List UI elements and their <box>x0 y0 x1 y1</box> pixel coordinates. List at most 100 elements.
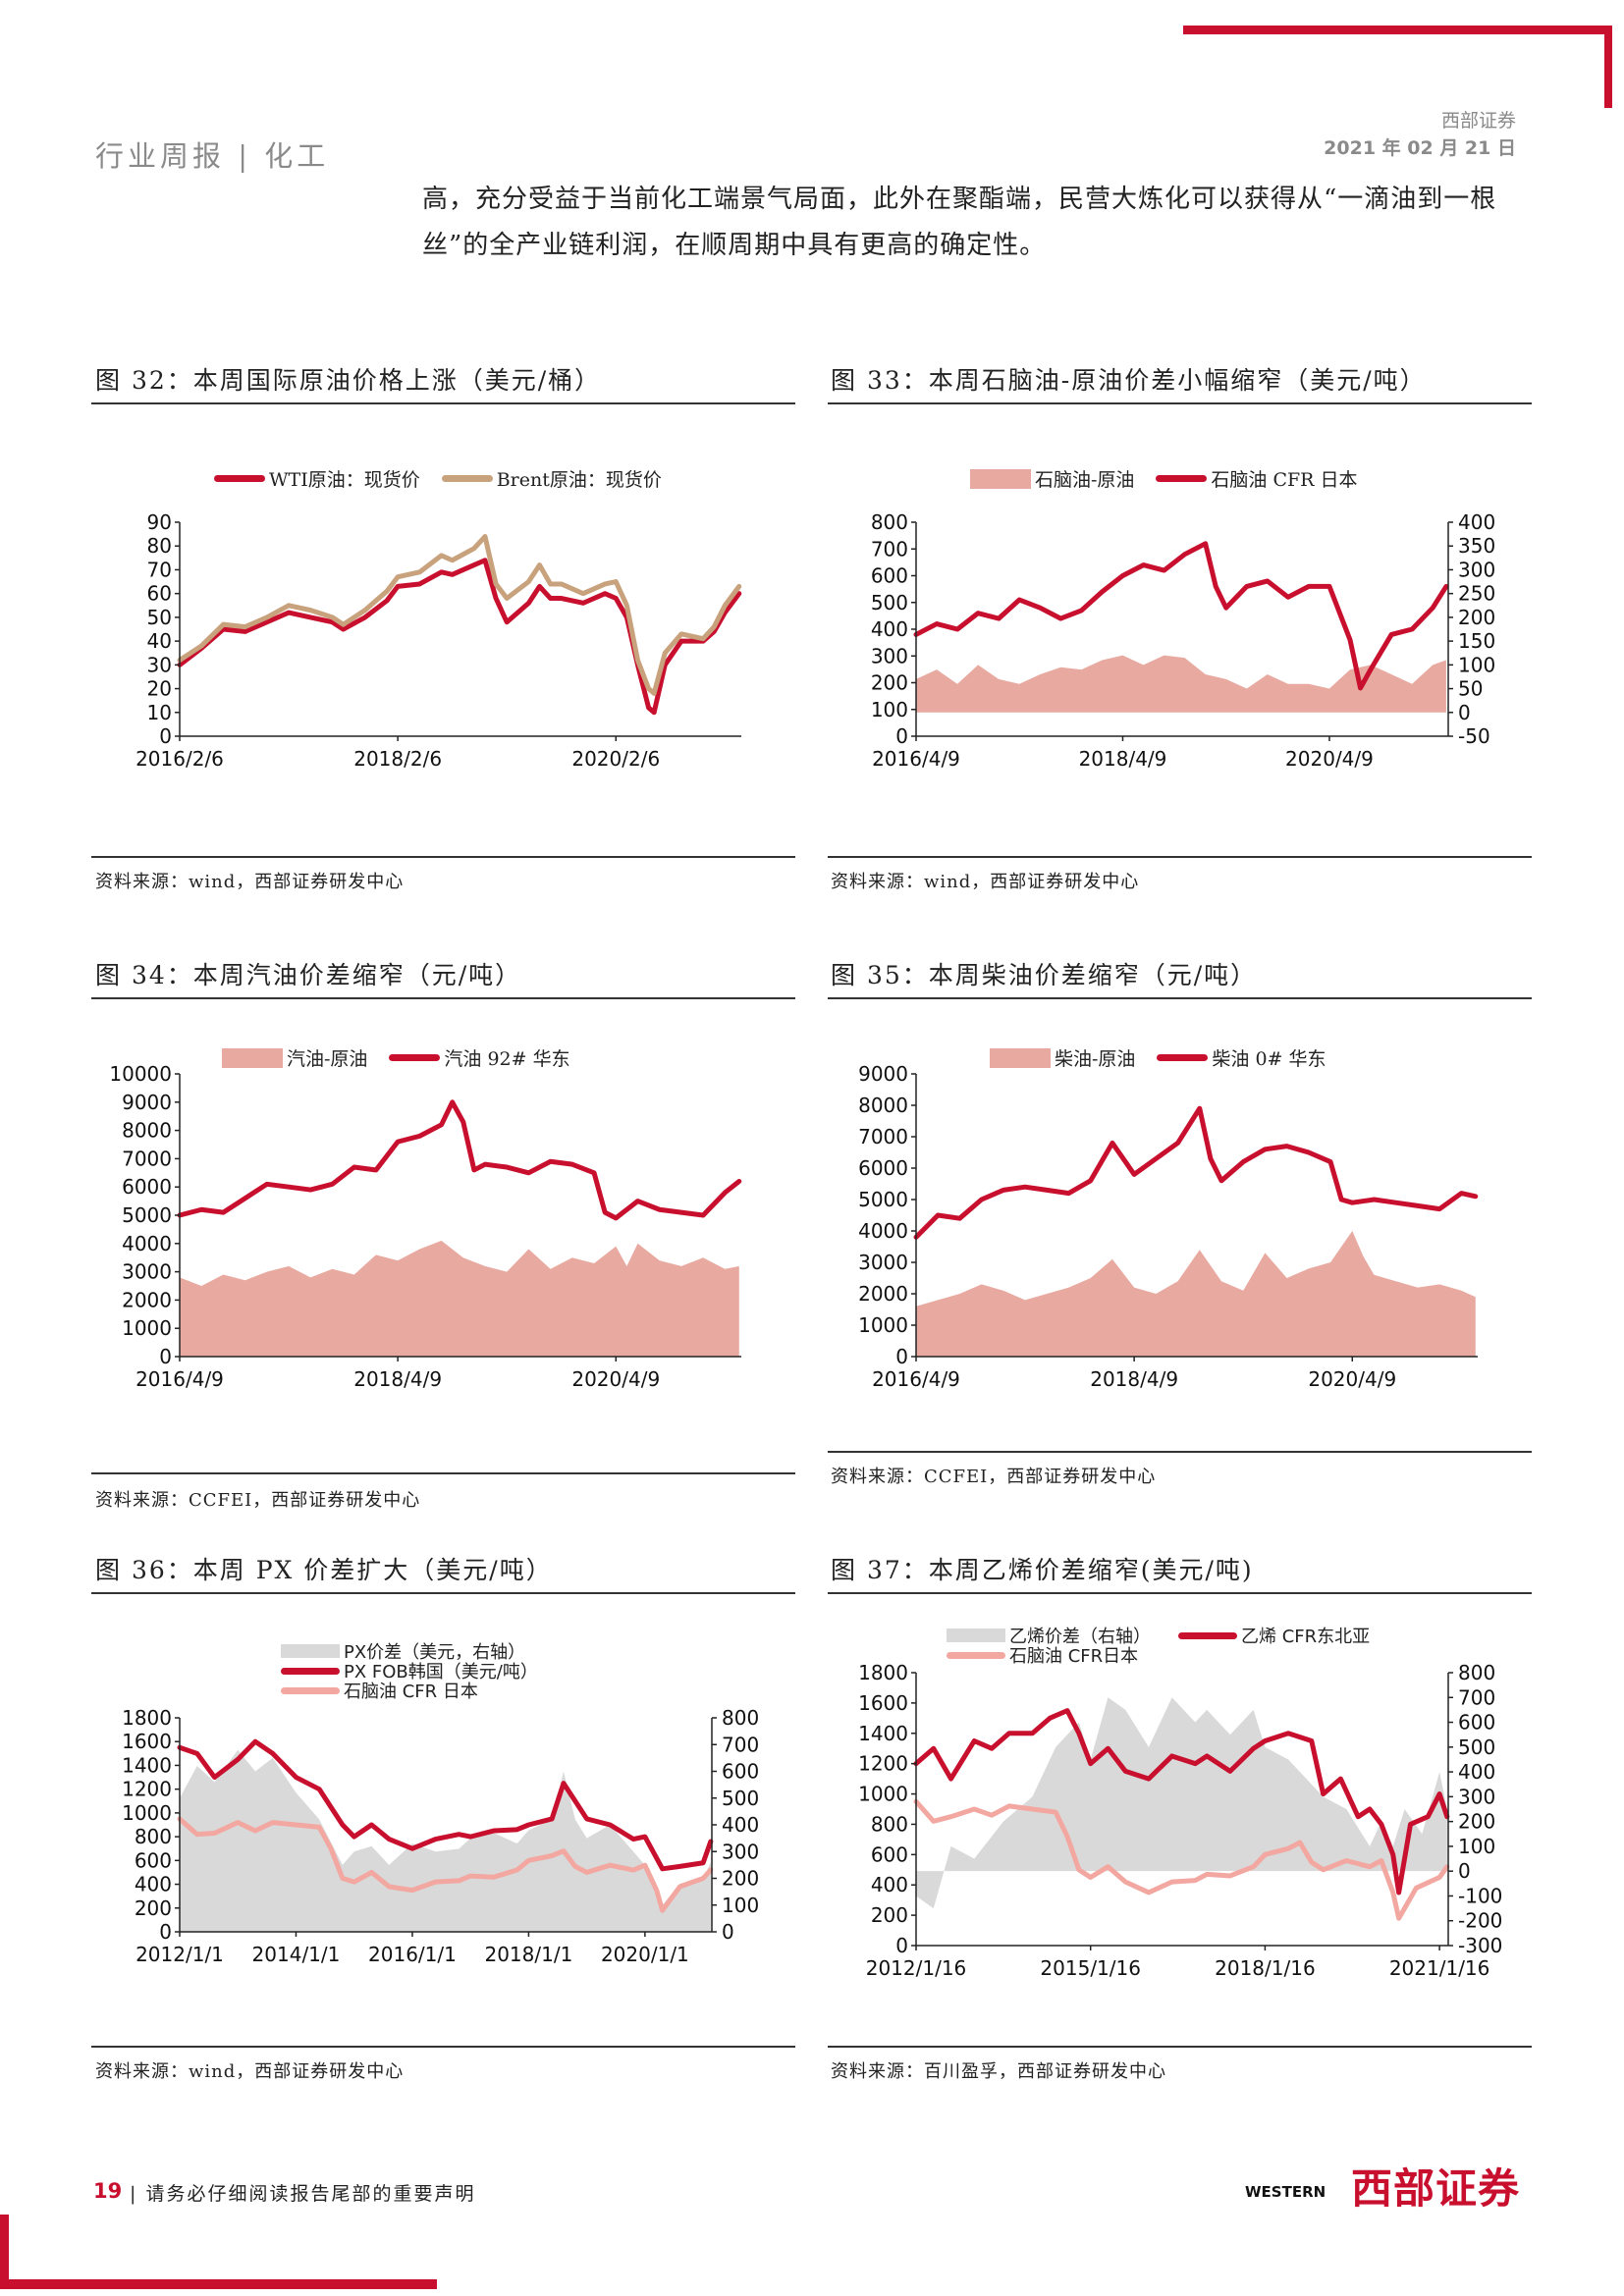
figure-35-source: 资料来源：CCFEI，西部证券研发中心 <box>831 1467 1157 1487</box>
f36-line-series-0 <box>177 1738 714 1872</box>
legend-px-fob: PX FOB韩国（美元/吨） <box>344 1662 538 1682</box>
legend-swatch-px-spread <box>281 1644 340 1658</box>
f37-y-tick-label: 0 <box>895 1934 908 1957</box>
f34-y-tick-label: 5000 <box>122 1203 172 1227</box>
f33-y-tick-label: 300 <box>871 644 908 667</box>
legend-swatch-naphtha-spread <box>970 468 1031 489</box>
f36-y-tick-label: 800 <box>135 1825 172 1848</box>
figure-37-chart: 020040060080010001200140016001800-300-20… <box>858 1661 1502 1980</box>
f37-y-tick-label: 1400 <box>858 1722 908 1745</box>
body-paragraph: 高，充分受益于当前化工端景气局面，此外在聚酯端，民营大炼化可以获得从“一滴油到一… <box>422 185 1497 260</box>
legend-diesel-0: 柴油 0# 华东 <box>1212 1048 1326 1070</box>
f34-x-tick-label: 2020/4/9 <box>571 1367 660 1391</box>
f35-line-series-0 <box>913 1105 1479 1240</box>
f37-y2-tick-label: 700 <box>1458 1685 1495 1709</box>
figure-32-source: 资料来源：wind，西部证券研发中心 <box>95 872 405 892</box>
f33-y2-tick-label: 0 <box>1458 701 1471 724</box>
f37-x-tick-label: 2015/1/16 <box>1040 1956 1141 1980</box>
f34-y-tick-label: 6000 <box>122 1175 172 1199</box>
figure-37-title: 图 37：本周乙烯价差缩窄(美元/吨) <box>831 1556 1254 1584</box>
f33-y-tick-label: 400 <box>871 617 908 641</box>
figure-34-chart: 0 1000 2000 3000 4000 5000 6000 7000 8000 9000 100… <box>109 1062 742 1391</box>
f33-y2-tick-label: 350 <box>1458 534 1495 558</box>
f33-y2-tick-label: 300 <box>1458 558 1495 581</box>
legend-swatch-diesel-0 <box>1157 1054 1209 1061</box>
f33-x-tick-label: 2018/4/9 <box>1079 747 1167 771</box>
f36-area-series-0 <box>180 1749 711 1932</box>
f34-y-tick-label: 7000 <box>122 1147 172 1170</box>
f33-y2-tick-label: 100 <box>1458 653 1495 676</box>
f36-x-tick-label: 2020/1/1 <box>601 1943 689 1966</box>
figure-36-source: 资料来源：wind，西部证券研发中心 <box>95 2061 405 2082</box>
report-category: 行业周报 | 化工 <box>95 139 330 173</box>
f37-y-tick-label: 1800 <box>858 1661 908 1684</box>
f37-y-tick-label: 1000 <box>858 1783 908 1806</box>
legend-brent: Brent原油：现货价 <box>496 469 662 491</box>
f37-y2-tick-label: 600 <box>1458 1711 1495 1735</box>
f35-x-tick-label: 2020/4/9 <box>1308 1367 1396 1391</box>
f36-y-tick-label: 1600 <box>122 1730 172 1753</box>
f37-y2-tick-label: 500 <box>1458 1735 1495 1759</box>
figure-33-chart: 0100200300400500600700800-50050100150200… <box>871 510 1495 771</box>
bottom-accent-bar <box>0 2279 437 2289</box>
figure-33-legend: 石脑油-原油 石脑油 CFR 日本 <box>970 465 1380 492</box>
legend-swatch-naphtha-cfr <box>1156 475 1208 482</box>
legend-gasoline-92: 汽油 92# 华东 <box>444 1048 570 1070</box>
f35-y-tick-label: 8000 <box>858 1094 908 1117</box>
f37-line-series-0 <box>913 1708 1450 1896</box>
f34-y-tick-label: 3000 <box>122 1260 172 1284</box>
legend-swatch-diesel-spread <box>990 1047 1051 1068</box>
f34-y-tick-label: 2000 <box>122 1288 172 1311</box>
f32-y-tick-label: 60 <box>147 582 172 606</box>
figure-33-top-rule <box>828 402 1532 404</box>
f37-y2-tick-label: 200 <box>1458 1810 1495 1834</box>
f34-y-tick-label: 4000 <box>122 1232 172 1255</box>
f36-y2-tick-label: 800 <box>722 1706 759 1730</box>
f36-y2-tick-label: 700 <box>722 1733 759 1756</box>
f33-y-tick-label: 500 <box>871 591 908 614</box>
f36-y2-tick-label: 300 <box>722 1840 759 1863</box>
f34-x-tick-label: 2018/4/9 <box>353 1367 442 1391</box>
figure-34-title: 图 34：本周汽油价差缩窄（元/吨） <box>95 961 522 989</box>
f36-y-tick-label: 1800 <box>122 1706 172 1730</box>
legend-swatch-ethylene-cfr <box>1178 1631 1237 1639</box>
f37-y2-tick-label: 400 <box>1458 1760 1495 1784</box>
f32-line-series-0 <box>177 558 742 716</box>
figure-34-bottom-rule <box>91 1472 795 1474</box>
f33-area-series-0 <box>916 655 1446 713</box>
f35-x-tick-label: 2016/4/9 <box>872 1367 960 1391</box>
figure-32-bottom-rule <box>91 856 795 858</box>
legend-swatch-gasoline-92 <box>389 1054 441 1061</box>
f35-y-tick-label: 6000 <box>858 1156 908 1180</box>
f36-y2-tick-label: 100 <box>722 1894 759 1917</box>
f33-y2-tick-label: 200 <box>1458 606 1495 629</box>
bottom-accent-bar-vertical <box>0 2215 9 2289</box>
f37-y-tick-label: 200 <box>871 1903 908 1927</box>
f34-x-tick-label: 2016/4/9 <box>135 1367 224 1391</box>
figure-35-legend: 柴油-原油 柴油 0# 华东 <box>990 1044 1348 1071</box>
f32-y-tick-label: 30 <box>147 653 172 676</box>
f32-y-tick-label: 20 <box>147 677 172 701</box>
f37-x-tick-label: 2018/1/16 <box>1215 1956 1316 1980</box>
top-accent-bar-vertical <box>1604 26 1612 108</box>
f35-y-tick-label: 3000 <box>858 1251 908 1274</box>
f33-line-series-0 <box>913 541 1449 691</box>
f33-y2-tick-label: 400 <box>1458 510 1495 534</box>
footer-disclaimer-text: 请务必仔细阅读报告尾部的重要声明 <box>145 2183 476 2205</box>
f32-y-tick-label: 80 <box>147 534 172 558</box>
figure-33-title: 图 33：本周石脑油-原油价差小幅缩窄（美元/吨） <box>831 366 1427 395</box>
f37-y2-tick-label: 800 <box>1458 1661 1495 1684</box>
f37-x-tick-label: 2012/1/16 <box>866 1956 967 1980</box>
f32-y-tick-label: 70 <box>147 558 172 581</box>
figure-36-bottom-rule <box>91 2046 795 2048</box>
f36-y2-tick-label: 500 <box>722 1787 759 1810</box>
f32-x-tick-label: 2018/2/6 <box>353 747 442 771</box>
legend-naphtha-cfr-37: 石脑油 CFR日本 <box>1009 1646 1139 1667</box>
logo-chinese: 西部证券 <box>1351 2164 1521 2213</box>
f37-x-tick-label: 2021/1/16 <box>1389 1956 1490 1980</box>
f36-y-tick-label: 1400 <box>122 1753 172 1777</box>
legend-gasoline-spread: 汽油-原油 <box>287 1048 368 1070</box>
f36-y-tick-label: 200 <box>135 1896 172 1920</box>
legend-swatch-gasoline-spread <box>222 1047 283 1068</box>
f32-y-tick-label: 50 <box>147 606 172 629</box>
